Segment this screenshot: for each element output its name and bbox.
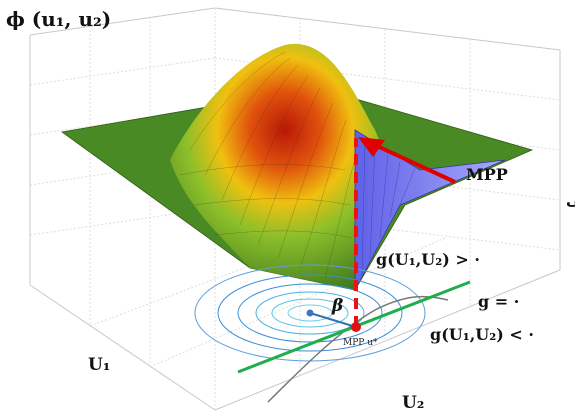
- mpp-arrow-head: [358, 137, 385, 157]
- plot-title: ϕ (u₁, u₂): [6, 7, 111, 31]
- origin-point: [306, 309, 314, 317]
- u2-axis-label: U₂: [402, 393, 424, 413]
- mpp-point-label: MPP u*: [343, 338, 378, 348]
- u1-axis-label: U₁: [88, 355, 110, 375]
- mpp-arrow-shaft: [374, 143, 456, 184]
- beta-label: β: [331, 296, 343, 316]
- surface-hill: [170, 43, 400, 290]
- limit-state-curve: [267, 295, 449, 403]
- beta-vector: [309, 312, 357, 328]
- mpp-persian-label: بیشترین احتمال خرابی: [566, 191, 575, 209]
- g-zero-label: g = ·: [478, 292, 519, 311]
- joint-pdf-surface: [60, 43, 534, 291]
- g-positive-label: g(U₁,U₂) > ·: [376, 250, 480, 269]
- mpp-point: [351, 322, 361, 332]
- mpp-label: MPP: [466, 165, 508, 184]
- pdf-contours: [194, 264, 426, 362]
- g-negative-label: g(U₁,U₂) < ·: [430, 325, 534, 344]
